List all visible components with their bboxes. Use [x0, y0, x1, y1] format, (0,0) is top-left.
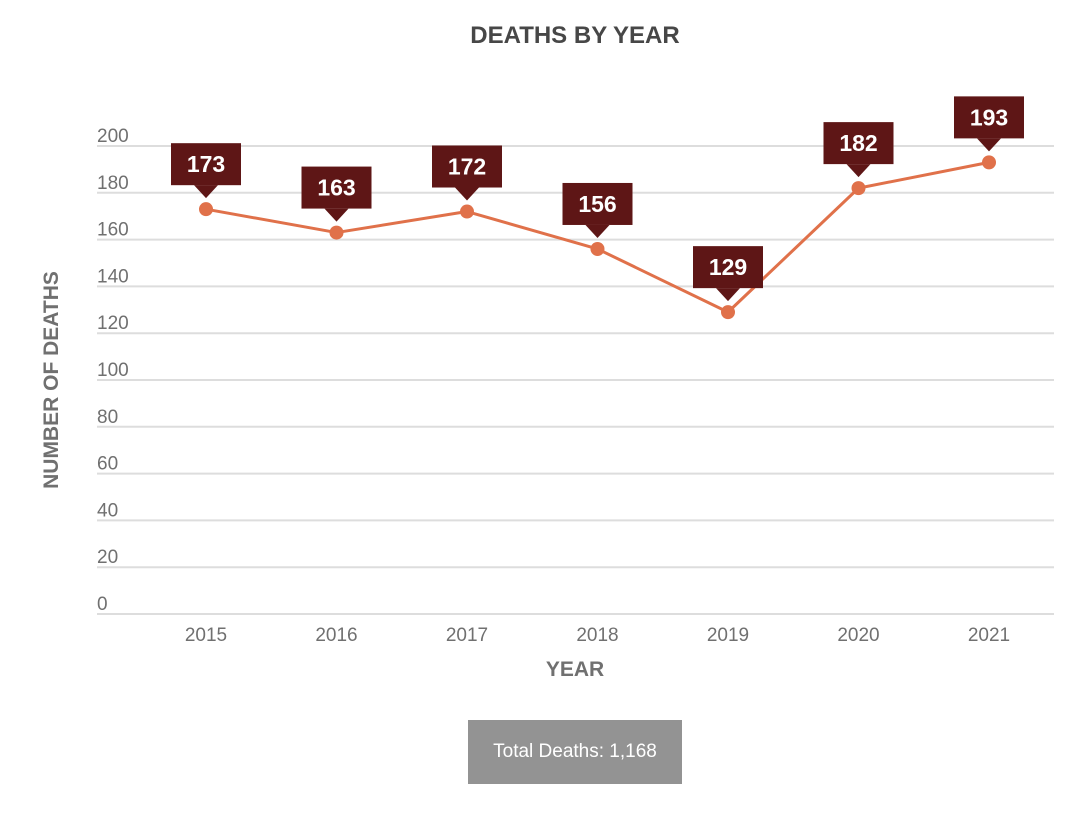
data-label-box — [562, 182, 633, 225]
data-label-text: 129 — [709, 254, 747, 280]
data-label-2019: 129 — [693, 246, 763, 302]
y-tick-label-180: 180 — [97, 173, 129, 194]
data-point-2021 — [982, 155, 996, 170]
y-tick-label-80: 80 — [97, 407, 118, 428]
data-label-2017: 172 — [432, 145, 502, 201]
x-tick-label-2020: 2020 — [837, 625, 879, 646]
data-label-pointer — [194, 185, 218, 199]
data-label-box — [301, 166, 372, 209]
chart-title: DEATHS BY YEAR — [470, 22, 679, 49]
data-label-pointer — [846, 164, 871, 178]
data-label-box — [954, 96, 1024, 139]
data-label-pointer — [324, 208, 349, 222]
series-layer — [199, 155, 996, 320]
y-tick-label-160: 160 — [97, 220, 129, 241]
data-label-text: 172 — [448, 154, 486, 180]
data-label-box — [432, 145, 502, 188]
x-tick-label-2017: 2017 — [446, 625, 488, 646]
data-label-2016: 163 — [301, 166, 372, 222]
total-deaths-box: Total Deaths: 1,168 — [468, 720, 682, 784]
data-label-text: 193 — [970, 104, 1008, 130]
x-axis-ticks: 2015 2016 2017 2018 2019 2020 2021 — [185, 625, 1010, 646]
data-label-text: 173 — [187, 151, 225, 177]
y-tick-label-20: 20 — [97, 547, 118, 568]
y-tick-label-120: 120 — [97, 313, 129, 334]
data-label-text: 163 — [317, 175, 355, 201]
x-tick-label-2018: 2018 — [576, 625, 618, 646]
data-label-text: 156 — [578, 191, 616, 217]
y-tick-label-100: 100 — [97, 360, 129, 381]
grid-layer — [97, 145, 1054, 615]
x-tick-label-2021: 2021 — [968, 625, 1010, 646]
data-point-2015 — [199, 202, 213, 217]
data-label-box — [693, 246, 763, 289]
data-label-pointer — [585, 224, 610, 238]
x-tick-label-2019: 2019 — [707, 625, 749, 646]
data-label-pointer — [977, 138, 1001, 152]
data-label-2015: 173 — [171, 143, 241, 199]
x-tick-label-2015: 2015 — [185, 625, 227, 646]
data-label-2018: 156 — [562, 182, 633, 238]
data-point-2018 — [590, 241, 605, 256]
data-label-text: 182 — [839, 130, 877, 156]
y-tick-label-0: 0 — [97, 594, 108, 615]
data-point-2020 — [851, 181, 866, 196]
total-deaths-label: Total Deaths: 1,168 — [493, 741, 657, 762]
data-label-2020: 182 — [823, 122, 894, 178]
x-axis-title: YEAR — [546, 658, 604, 681]
y-tick-label-60: 60 — [97, 454, 118, 475]
y-tick-label-200: 200 — [97, 126, 129, 147]
data-label-layer: 173 163 172 156 129 182 193 — [171, 96, 1024, 302]
data-label-box — [171, 143, 241, 186]
data-point-2016 — [329, 225, 344, 240]
data-label-pointer — [455, 187, 479, 201]
data-point-2017 — [460, 204, 474, 219]
y-tick-label-140: 140 — [97, 266, 129, 287]
y-axis-ticks: 0 20 40 60 80 100 120 140 160 180 200 — [97, 126, 129, 615]
data-label-box — [823, 122, 894, 165]
data-label-pointer — [716, 288, 740, 302]
x-tick-label-2016: 2016 — [315, 625, 357, 646]
data-point-2019 — [721, 305, 735, 320]
y-tick-label-40: 40 — [97, 500, 118, 521]
y-axis-title: NUMBER OF DEATHS — [40, 271, 63, 489]
data-label-2021: 193 — [954, 96, 1024, 152]
